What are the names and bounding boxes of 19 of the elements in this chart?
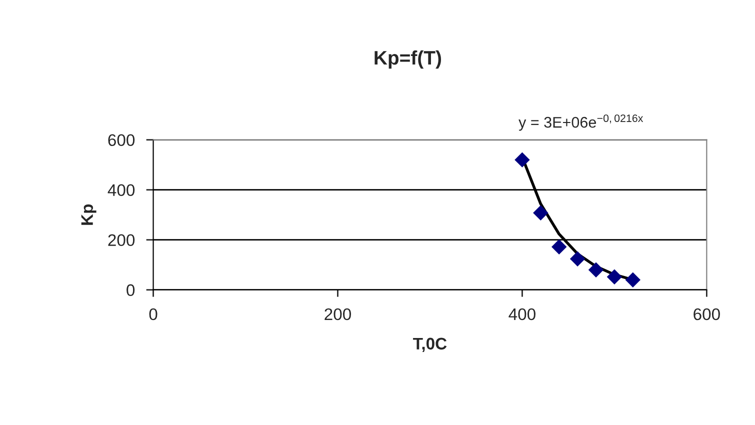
y-tick-label: 600 xyxy=(108,134,135,146)
point xyxy=(533,205,548,220)
y-tick-label: 0 xyxy=(126,284,135,296)
text: y = 3E+06e$^{−0,0216x}$ xyxy=(518,114,644,131)
x-tick-label: 400 xyxy=(508,308,536,320)
y-tick-label: 400 xyxy=(108,184,135,196)
point xyxy=(570,251,586,266)
y-axis-title: Kp xyxy=(81,204,96,225)
x-tick-label: 0 xyxy=(149,308,158,320)
x-tick-label: 600 xyxy=(694,308,720,320)
point xyxy=(606,269,622,284)
x-tick-label: 200 xyxy=(324,308,351,320)
chart-title: Kp=f(T) xyxy=(374,50,442,69)
point xyxy=(551,239,567,254)
point xyxy=(625,272,640,288)
y-tick-label: 200 xyxy=(108,234,135,246)
point xyxy=(514,152,530,168)
point xyxy=(588,262,604,278)
x-axis-title: T,0C xyxy=(413,338,447,352)
